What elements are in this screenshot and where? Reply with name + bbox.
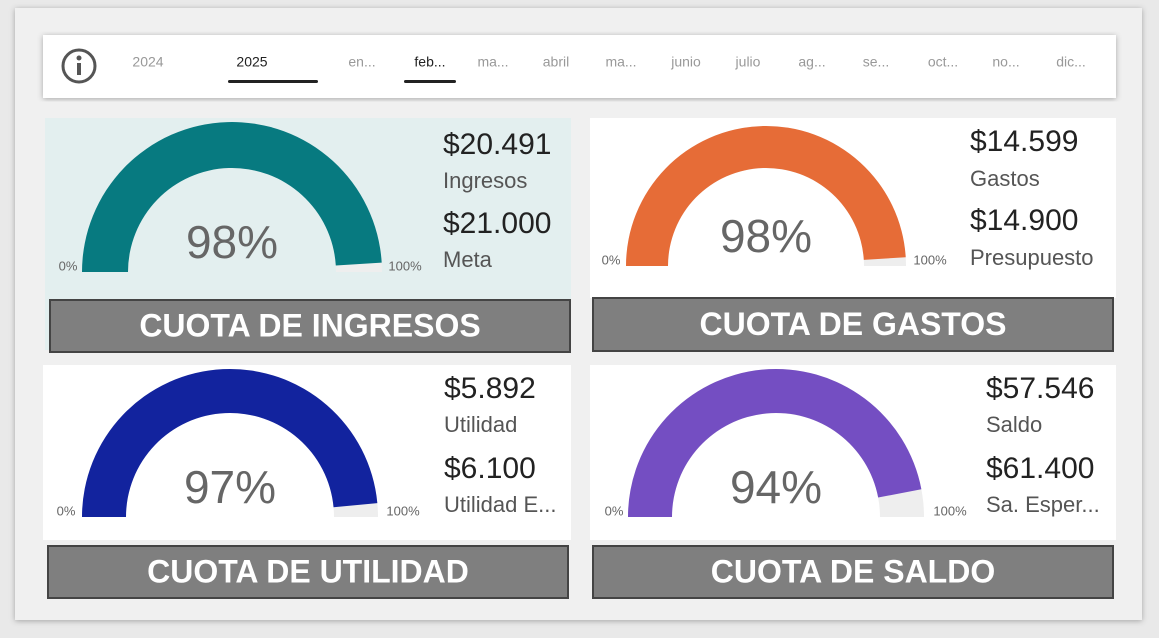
gauge-fill [82, 368, 378, 517]
title-bar [592, 297, 1114, 352]
gauge-tick-label: 100% [913, 252, 947, 267]
year-option[interactable]: 2024 [132, 54, 163, 70]
gauge-tick-label: 100% [386, 503, 420, 518]
card-title: CUOTA DE SALDO [711, 553, 995, 589]
kpi-label: Sa. Esper... [986, 492, 1100, 517]
month-option[interactable]: no... [992, 54, 1019, 70]
month-option[interactable]: dic... [1056, 54, 1086, 70]
gauge-percent: 97% [184, 461, 276, 513]
month-option[interactable]: junio [670, 54, 701, 70]
gauge-percent: 94% [730, 461, 822, 513]
card-title: CUOTA DE GASTOS [700, 306, 1007, 342]
month-option[interactable]: feb... [414, 54, 445, 70]
gauge-fill [628, 368, 922, 517]
kpi-value: $20.491 [443, 128, 551, 161]
year-option[interactable]: 2025 [236, 54, 267, 70]
card-title: CUOTA DE INGRESOS [139, 307, 480, 343]
kpi-value: $6.100 [444, 452, 536, 485]
gauge-tick-label: 0% [605, 503, 624, 518]
month-underline [404, 80, 456, 83]
kpi-label: Ingresos [443, 168, 527, 193]
card-title: CUOTA DE UTILIDAD [147, 553, 469, 589]
kpi-value: $61.400 [986, 452, 1094, 485]
gauge-tick-label: 100% [933, 503, 967, 518]
gauge-percent: 98% [186, 216, 278, 268]
year-underline [228, 80, 318, 83]
gauge-tick-label: 0% [602, 252, 621, 267]
month-option[interactable]: abril [543, 54, 569, 70]
gauge-percent: 98% [720, 210, 812, 262]
gauge-tick-label: 100% [388, 258, 422, 273]
title-bar [47, 545, 569, 599]
kpi-value: $21.000 [443, 207, 551, 240]
kpi-value: $57.546 [986, 372, 1094, 405]
month-option[interactable]: en... [348, 54, 375, 70]
kpi-label: Utilidad E... [444, 492, 557, 517]
month-option[interactable]: ag... [798, 54, 825, 70]
title-bar [592, 545, 1114, 599]
title-bar [49, 299, 571, 353]
gauge-fill [81, 121, 382, 272]
info-icon[interactable] [61, 48, 97, 84]
kpi-value: $14.599 [970, 125, 1078, 158]
kpi-value: $14.900 [970, 204, 1078, 237]
gauge-fill [626, 125, 906, 266]
month-option[interactable]: ma... [605, 54, 636, 70]
kpi-value: $5.892 [444, 372, 536, 405]
kpi-label: Presupuesto [970, 245, 1094, 270]
kpi-label: Saldo [986, 412, 1042, 437]
gauge-tick-label: 0% [59, 258, 78, 273]
month-option[interactable]: julio [735, 54, 761, 70]
kpi-label: Utilidad [444, 412, 517, 437]
kpi-label: Meta [443, 247, 493, 272]
slicer-bar [43, 35, 1116, 98]
gauge-tick-label: 0% [57, 503, 76, 518]
info-dot [76, 55, 82, 61]
month-option[interactable]: oct... [928, 54, 958, 70]
month-option[interactable]: se... [863, 54, 889, 70]
month-option[interactable]: ma... [477, 54, 508, 70]
info-circle [61, 48, 97, 84]
info-bar [77, 63, 81, 75]
kpi-label: Gastos [970, 166, 1040, 191]
